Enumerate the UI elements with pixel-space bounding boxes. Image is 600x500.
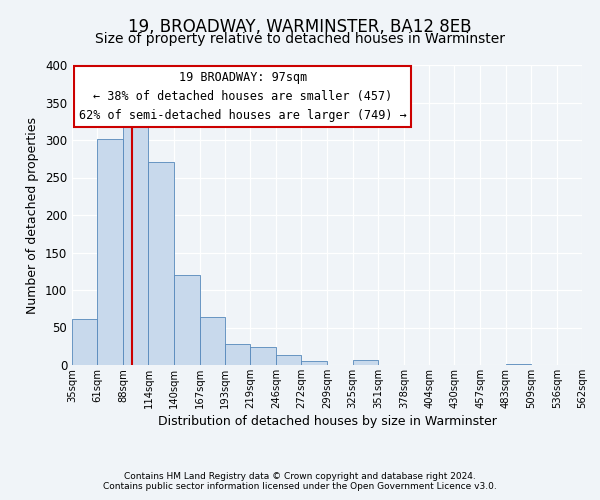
Bar — [200, 317, 225, 365]
Text: Contains HM Land Registry data © Crown copyright and database right 2024.: Contains HM Land Registry data © Crown c… — [124, 472, 476, 481]
Bar — [97, 138, 123, 365]
Bar — [72, 318, 97, 365]
Bar — [148, 162, 173, 365]
Bar — [353, 360, 378, 365]
Bar — [225, 344, 250, 365]
Bar — [123, 118, 148, 365]
Text: 19, BROADWAY, WARMINSTER, BA12 8EB: 19, BROADWAY, WARMINSTER, BA12 8EB — [128, 18, 472, 36]
X-axis label: Distribution of detached houses by size in Warminster: Distribution of detached houses by size … — [158, 415, 496, 428]
Y-axis label: Number of detached properties: Number of detached properties — [26, 116, 40, 314]
Text: Contains public sector information licensed under the Open Government Licence v3: Contains public sector information licen… — [103, 482, 497, 491]
Bar — [173, 275, 200, 365]
Text: 19 BROADWAY: 97sqm
← 38% of detached houses are smaller (457)
62% of semi-detach: 19 BROADWAY: 97sqm ← 38% of detached hou… — [79, 71, 407, 122]
Bar — [250, 347, 276, 365]
Bar — [276, 355, 301, 365]
Text: Size of property relative to detached houses in Warminster: Size of property relative to detached ho… — [95, 32, 505, 46]
Bar — [506, 364, 531, 365]
Bar — [301, 361, 328, 365]
